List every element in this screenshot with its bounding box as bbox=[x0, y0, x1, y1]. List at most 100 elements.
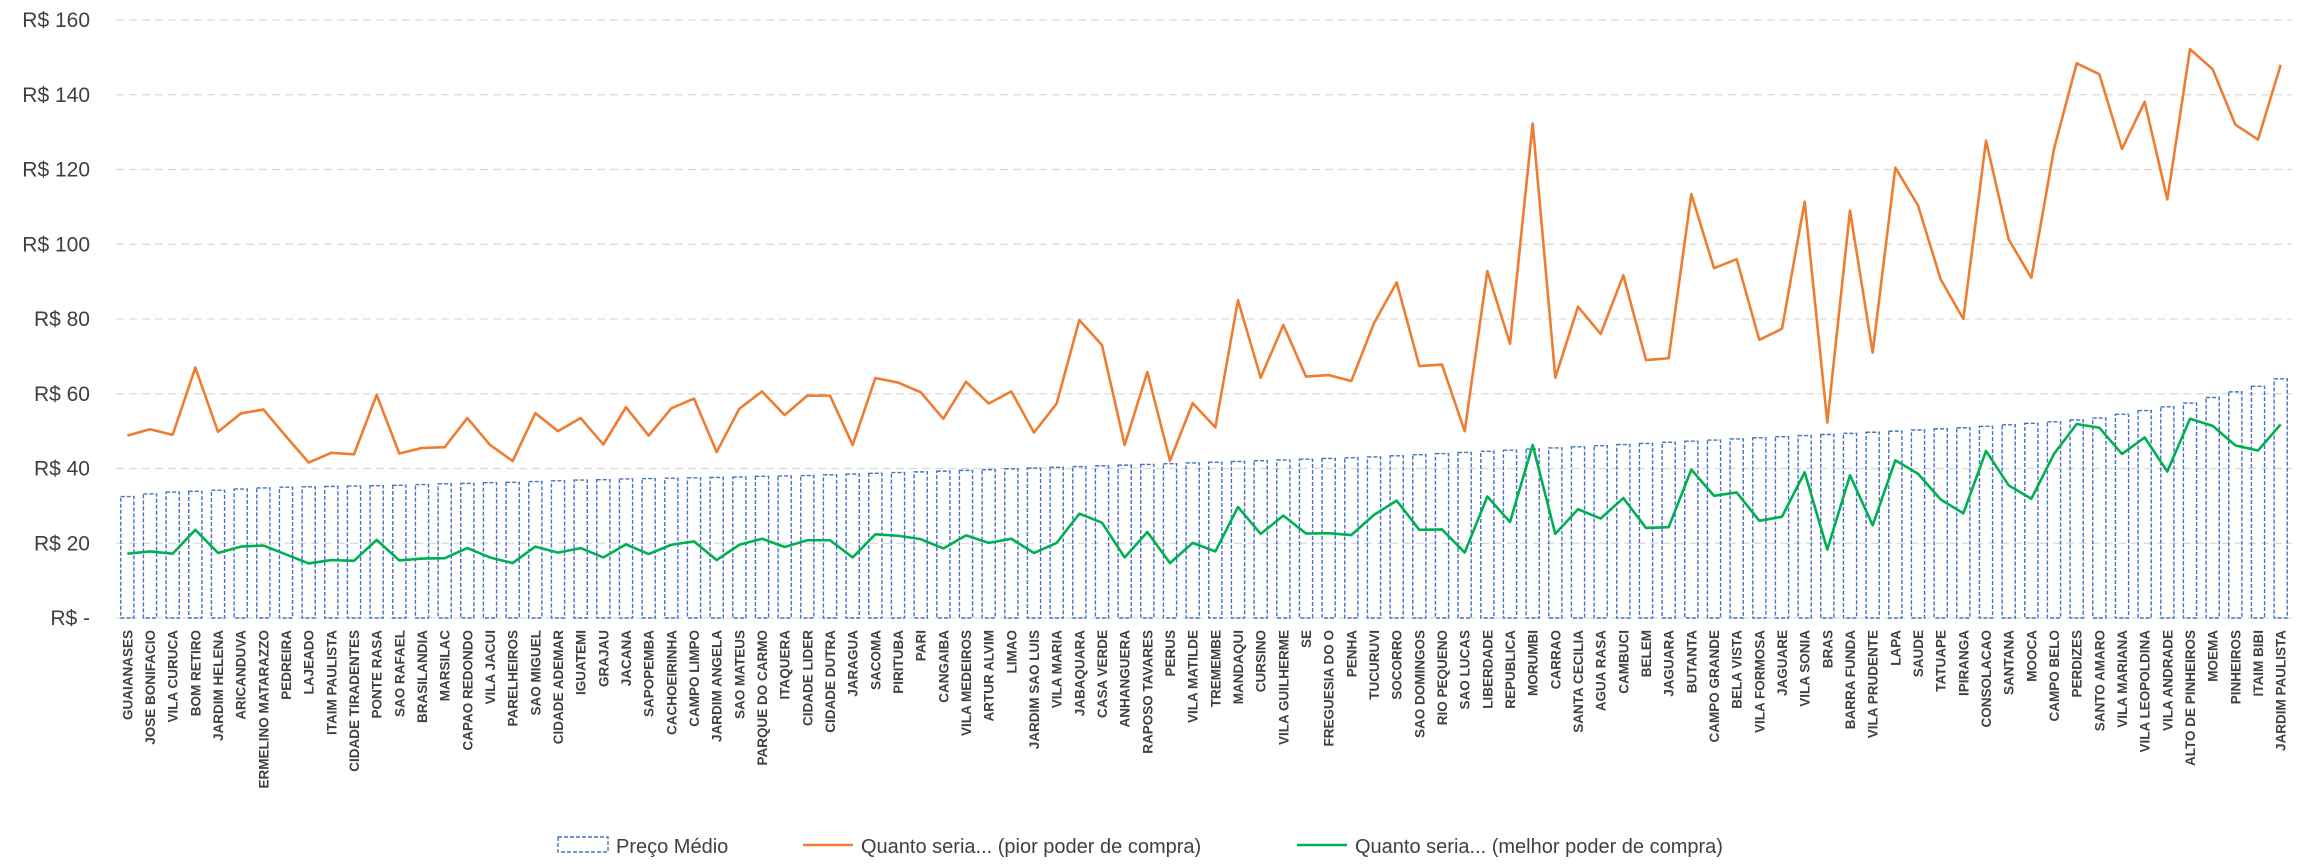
x-tick-label: REPUBLICA bbox=[1503, 630, 1518, 709]
x-tick-label: JOSE BONIFACIO bbox=[143, 630, 158, 745]
x-tick-label: JAGUARE bbox=[1775, 630, 1790, 696]
x-tick-label: JARDIM ANGELA bbox=[710, 630, 725, 742]
bar bbox=[1480, 450, 1495, 619]
x-tick-label: LIMAO bbox=[1004, 630, 1019, 674]
x-tick-label: SACOMA bbox=[868, 630, 883, 690]
x-tick-label: SAO MATEUS bbox=[732, 630, 747, 719]
bar bbox=[1978, 425, 1994, 619]
x-tick-label: CAMPO GRANDE bbox=[1707, 630, 1722, 743]
x-tick-label: TREMEMBE bbox=[1208, 630, 1223, 707]
x-tick-label: BELEM bbox=[1639, 630, 1654, 677]
x-tick-label: CURSINO bbox=[1254, 630, 1269, 692]
x-tick-label: BUTANTA bbox=[1684, 630, 1699, 693]
lines bbox=[126, 47, 2282, 565]
x-tick-label: ITAIM BIBI bbox=[2251, 630, 2266, 697]
bar bbox=[414, 483, 430, 619]
x-tick-label: BRASILANDIA bbox=[415, 630, 430, 723]
bar bbox=[142, 493, 158, 619]
x-tick-label: PEDREIRA bbox=[279, 630, 294, 700]
x-tick-label: SANTANA bbox=[2002, 630, 2017, 695]
x-tick-label: SAO MIGUEL bbox=[528, 630, 543, 716]
bar bbox=[2205, 396, 2220, 619]
x-tick-label: CIDADE DUTRA bbox=[823, 630, 838, 733]
x-tick-label: CIDADE LIDER bbox=[800, 630, 815, 726]
bar bbox=[1094, 465, 1110, 619]
bar bbox=[2160, 406, 2175, 619]
bar bbox=[165, 491, 180, 619]
bar bbox=[256, 487, 271, 619]
bar bbox=[868, 472, 883, 619]
bar bbox=[2024, 422, 2039, 619]
bar bbox=[1502, 449, 1518, 619]
x-tick-label: MANDAQUI bbox=[1231, 630, 1246, 704]
x-tick-label: CAMBUCI bbox=[1616, 630, 1631, 694]
bar bbox=[1344, 456, 1359, 619]
x-tick-label: RIO PEQUENO bbox=[1435, 630, 1450, 725]
bar bbox=[1185, 462, 1200, 619]
bar bbox=[754, 475, 770, 619]
bar bbox=[1570, 446, 1586, 619]
x-tick-label: PARQUE DO CARMO bbox=[755, 630, 770, 766]
bar bbox=[981, 468, 996, 619]
x-tick-label: FREGUESIA DO O bbox=[1322, 630, 1337, 747]
bar bbox=[392, 484, 407, 619]
bar bbox=[1049, 466, 1064, 619]
x-tick-label: ALTO DE PINHEIROS bbox=[2183, 630, 2198, 766]
x-tick-label: GUAIANASES bbox=[120, 630, 135, 720]
y-tick-label: R$ 20 bbox=[34, 532, 90, 555]
x-tick-label: SAO RAFAEL bbox=[392, 630, 407, 717]
x-tick-label: JARDIM PAULISTA bbox=[2274, 630, 2289, 751]
x-tick-label: SE bbox=[1299, 630, 1314, 648]
x-tick-label: BOM RETIRO bbox=[188, 630, 203, 716]
x-tick-label: ARICANDUVA bbox=[234, 630, 249, 720]
bar bbox=[1525, 448, 1540, 619]
bar bbox=[369, 484, 384, 619]
x-tick-label: LIBERDADE bbox=[1480, 630, 1495, 709]
bar bbox=[233, 488, 248, 619]
x-tick-label: ITAIM PAULISTA bbox=[324, 630, 339, 735]
bars bbox=[120, 378, 2288, 619]
bar bbox=[2114, 413, 2130, 619]
bar bbox=[777, 475, 792, 619]
bar bbox=[1729, 438, 1744, 619]
y-tick-label: R$ - bbox=[50, 607, 90, 630]
x-tick-label: VILA ANDRADE bbox=[2160, 630, 2175, 731]
x-tick-label: VILA GUILHERME bbox=[1276, 630, 1291, 745]
bar bbox=[732, 476, 747, 619]
x-tick-label: MARSILAC bbox=[438, 630, 453, 701]
x-tick-label: SOCORRO bbox=[1390, 630, 1405, 700]
bar bbox=[1820, 433, 1835, 619]
x-tick-label: TUCURUVI bbox=[1367, 630, 1382, 700]
bar bbox=[1616, 443, 1631, 619]
bar bbox=[822, 474, 838, 619]
bar bbox=[800, 474, 815, 619]
bar bbox=[1457, 451, 1472, 619]
bar bbox=[2092, 417, 2107, 619]
x-tick-label: CIDADE ADEMAR bbox=[551, 630, 566, 744]
bar bbox=[301, 486, 316, 619]
legend-label: Quanto seria... (pior poder de compra) bbox=[861, 836, 1201, 858]
bar bbox=[1593, 445, 1608, 619]
x-tick-label: CASA VERDE bbox=[1095, 630, 1110, 718]
legend-label: Preço Médio bbox=[616, 836, 728, 858]
bar bbox=[1276, 459, 1291, 619]
bar bbox=[664, 477, 679, 619]
bar bbox=[1117, 464, 1132, 619]
x-tick-label: PERDIZES bbox=[2070, 630, 2085, 698]
x-tick-label: PINHEIROS bbox=[2228, 630, 2243, 704]
x-tick-label: PONTE RASA bbox=[370, 630, 385, 719]
bar bbox=[1752, 437, 1767, 619]
x-tick-label: ERMELINO MATARAZZO bbox=[256, 630, 271, 788]
bar bbox=[1026, 467, 1042, 619]
x-tick-label: JARDIM SAO LUIS bbox=[1027, 630, 1042, 749]
x-tick-label: PARI bbox=[914, 630, 929, 661]
x-tick-label: IPIRANGA bbox=[1956, 630, 1971, 696]
bar bbox=[2069, 419, 2084, 619]
bar bbox=[1434, 452, 1450, 619]
bar bbox=[709, 476, 724, 619]
x-tick-label: TATUAPE bbox=[1934, 630, 1949, 692]
bar bbox=[482, 482, 498, 619]
x-tick-label: VILA MARIA bbox=[1050, 630, 1065, 708]
x-tick-label: JARAGUA bbox=[846, 630, 861, 697]
